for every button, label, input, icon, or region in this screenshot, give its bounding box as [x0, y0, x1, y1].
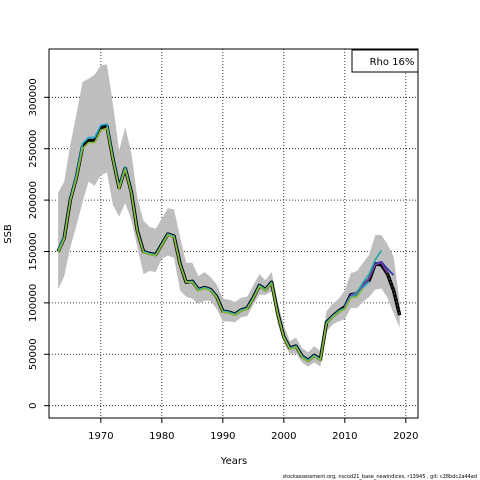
legend: Rho 16%: [351, 49, 419, 73]
series-line-4: [344, 261, 389, 308]
series-lines-layer: [56, 123, 402, 363]
x-tick-label: 1980: [149, 431, 174, 442]
x-axis: 1970 1980 1990 2000 2010 2020: [88, 418, 419, 442]
base-run-tail-dashed: [387, 273, 401, 316]
y-tick-label: 250000: [28, 130, 39, 168]
y-tick-label: 100000: [28, 284, 39, 322]
y-axis-title: SSB: [3, 224, 14, 244]
footer-credit: stockassessment.org, nscod21_base_newind…: [283, 474, 477, 480]
y-tick-label: 50000: [28, 338, 39, 370]
x-tick-label: 1990: [210, 431, 235, 442]
y-tick-label: 150000: [28, 232, 39, 270]
y-axis: 0 50000 100000 150000 200000 250000 300000: [28, 78, 49, 409]
y-tick-label: 0: [28, 402, 39, 408]
series-line-6: [57, 127, 364, 363]
y-tick-label: 300000: [28, 78, 39, 116]
x-tick-label: 2020: [393, 431, 418, 442]
x-tick-label: 2000: [271, 431, 296, 442]
plot-frame: [48, 48, 419, 419]
x-tick-label: 1970: [88, 431, 113, 442]
confidence-band: [58, 64, 400, 367]
y-tick-label: 200000: [28, 181, 39, 219]
legend-box: [351, 49, 419, 73]
x-tick-label: 2010: [332, 431, 357, 442]
confidence-band-layer: [58, 64, 400, 367]
legend-text: Rho 16%: [370, 57, 415, 68]
x-axis-title: Years: [220, 456, 247, 467]
